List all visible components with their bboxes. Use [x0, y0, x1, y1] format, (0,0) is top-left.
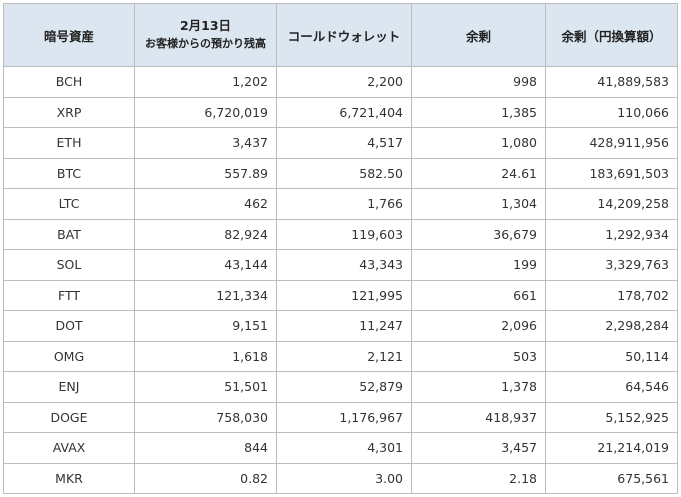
cell-asset: DOGE	[3, 401, 135, 433]
cell-surplus-jpy: 5,152,925	[545, 401, 678, 433]
table-row: BAT 82,924 119,603 36,679 1,292,934	[3, 218, 678, 250]
cell-surplus: 1,080	[411, 127, 546, 159]
cell-asset: OMG	[3, 340, 135, 372]
cell-deposit-balance: 6,720,019	[134, 96, 277, 128]
table-row: ETH 3,437 4,517 1,080 428,911,956	[3, 127, 678, 159]
cell-cold-wallet: 121,995	[276, 279, 412, 311]
cell-cold-wallet: 3.00	[276, 462, 412, 494]
header-row: 暗号資産 2月13日 お客様からの預かり残高 コールドウォレット 余剰 余剰（円…	[3, 3, 678, 67]
header-deposit-label: お客様からの預かり残高	[145, 37, 266, 50]
cell-deposit-balance: 51,501	[134, 371, 277, 403]
cell-cold-wallet: 2,121	[276, 340, 412, 372]
cell-surplus: 1,378	[411, 371, 546, 403]
cell-cold-wallet: 1,766	[276, 188, 412, 220]
table-row: DOGE 758,030 1,176,967 418,937 5,152,925	[3, 401, 678, 433]
cell-deposit-balance: 3,437	[134, 127, 277, 159]
cell-surplus-jpy: 14,209,258	[545, 188, 678, 220]
cell-deposit-balance: 82,924	[134, 218, 277, 250]
header-deposit-balance: 2月13日 お客様からの預かり残高	[134, 3, 277, 67]
cell-surplus: 24.61	[411, 157, 546, 189]
cell-asset: BAT	[3, 218, 135, 250]
cell-surplus-jpy: 183,691,503	[545, 157, 678, 189]
cell-surplus-jpy: 64,546	[545, 371, 678, 403]
cell-deposit-balance: 462	[134, 188, 277, 220]
cell-cold-wallet: 119,603	[276, 218, 412, 250]
cell-asset: AVAX	[3, 432, 135, 464]
cell-cold-wallet: 2,200	[276, 66, 412, 98]
header-date: 2月13日	[179, 18, 232, 33]
cell-surplus-jpy: 41,889,583	[545, 66, 678, 98]
cell-surplus: 661	[411, 279, 546, 311]
cell-cold-wallet: 43,343	[276, 249, 412, 281]
cell-asset: XRP	[3, 96, 135, 128]
cell-surplus-jpy: 50,114	[545, 340, 678, 372]
cell-surplus-jpy: 675,561	[545, 462, 678, 494]
cell-cold-wallet: 4,517	[276, 127, 412, 159]
cell-asset: MKR	[3, 462, 135, 494]
table-row: SOL 43,144 43,343 199 3,329,763	[3, 249, 678, 281]
cell-asset: DOT	[3, 310, 135, 342]
header-surplus: 余剰	[411, 3, 546, 67]
cell-deposit-balance: 758,030	[134, 401, 277, 433]
table-row: DOT 9,151 11,247 2,096 2,298,284	[3, 310, 678, 342]
cell-deposit-balance: 557.89	[134, 157, 277, 189]
cell-surplus: 503	[411, 340, 546, 372]
cell-surplus: 3,457	[411, 432, 546, 464]
table-row: BCH 1,202 2,200 998 41,889,583	[3, 66, 678, 98]
table-row: MKR 0.82 3.00 2.18 675,561	[3, 462, 678, 494]
cell-deposit-balance: 9,151	[134, 310, 277, 342]
cell-asset: SOL	[3, 249, 135, 281]
cell-deposit-balance: 0.82	[134, 462, 277, 494]
cell-asset: FTT	[3, 279, 135, 311]
cell-asset: BTC	[3, 157, 135, 189]
cell-asset: LTC	[3, 188, 135, 220]
cell-cold-wallet: 52,879	[276, 371, 412, 403]
cell-cold-wallet: 11,247	[276, 310, 412, 342]
cell-surplus: 2.18	[411, 462, 546, 494]
cell-cold-wallet: 582.50	[276, 157, 412, 189]
cell-surplus: 36,679	[411, 218, 546, 250]
header-asset: 暗号資産	[3, 3, 135, 67]
cell-cold-wallet: 1,176,967	[276, 401, 412, 433]
reserve-table-container: 暗号資産 2月13日 お客様からの預かり残高 コールドウォレット 余剰 余剰（円…	[3, 3, 678, 494]
cell-surplus-jpy: 1,292,934	[545, 218, 678, 250]
cell-surplus-jpy: 110,066	[545, 96, 678, 128]
header-cold-wallet: コールドウォレット	[276, 3, 412, 67]
cell-asset: ETH	[3, 127, 135, 159]
cell-surplus: 998	[411, 66, 546, 98]
cell-asset: BCH	[3, 66, 135, 98]
table-row: BTC 557.89 582.50 24.61 183,691,503	[3, 157, 678, 189]
cell-cold-wallet: 4,301	[276, 432, 412, 464]
cell-surplus-jpy: 428,911,956	[545, 127, 678, 159]
cell-surplus: 418,937	[411, 401, 546, 433]
cell-deposit-balance: 43,144	[134, 249, 277, 281]
cell-surplus-jpy: 3,329,763	[545, 249, 678, 281]
header-surplus-jpy: 余剰（円換算額）	[545, 3, 678, 67]
cell-surplus-jpy: 178,702	[545, 279, 678, 311]
table-row: XRP 6,720,019 6,721,404 1,385 110,066	[3, 96, 678, 128]
reserve-table: 暗号資産 2月13日 お客様からの預かり残高 コールドウォレット 余剰 余剰（円…	[3, 3, 678, 494]
table-row: OMG 1,618 2,121 503 50,114	[3, 340, 678, 372]
cell-cold-wallet: 6,721,404	[276, 96, 412, 128]
table-row: AVAX 844 4,301 3,457 21,214,019	[3, 432, 678, 464]
cell-deposit-balance: 1,618	[134, 340, 277, 372]
table-row: ENJ 51,501 52,879 1,378 64,546	[3, 371, 678, 403]
table-row: LTC 462 1,766 1,304 14,209,258	[3, 188, 678, 220]
cell-surplus-jpy: 2,298,284	[545, 310, 678, 342]
cell-surplus: 2,096	[411, 310, 546, 342]
cell-deposit-balance: 844	[134, 432, 277, 464]
cell-surplus: 1,385	[411, 96, 546, 128]
cell-surplus: 199	[411, 249, 546, 281]
cell-deposit-balance: 1,202	[134, 66, 277, 98]
table-row: FTT 121,334 121,995 661 178,702	[3, 279, 678, 311]
cell-asset: ENJ	[3, 371, 135, 403]
table-body: BCH 1,202 2,200 998 41,889,583 XRP 6,720,019 6,…	[3, 66, 678, 494]
cell-surplus: 1,304	[411, 188, 546, 220]
cell-surplus-jpy: 21,214,019	[545, 432, 678, 464]
cell-deposit-balance: 121,334	[134, 279, 277, 311]
